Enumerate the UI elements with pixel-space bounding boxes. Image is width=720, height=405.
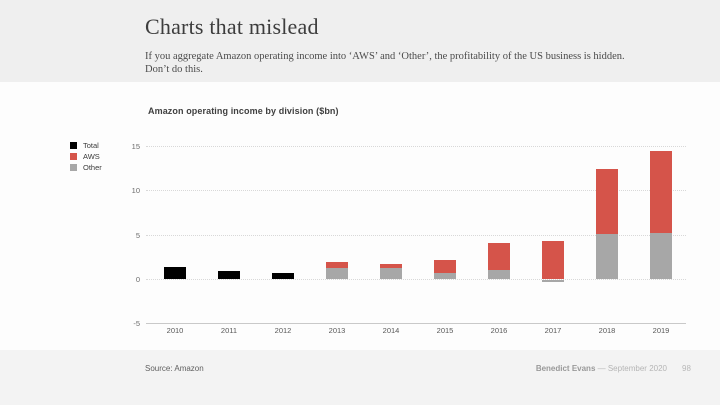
legend-label: AWS — [83, 152, 100, 161]
bar-2019-other — [650, 232, 672, 279]
chart-title: Amazon operating income by division ($bn… — [148, 106, 339, 116]
page-subtitle: If you aggregate Amazon operating income… — [145, 50, 625, 76]
subtitle-line-2: Don’t do this. — [145, 64, 203, 75]
legend-item-aws: AWS — [70, 151, 102, 162]
x-axis-label-2010: 2010 — [166, 326, 184, 335]
x-axis-label-2013: 2013 — [328, 326, 346, 335]
bar-2015-other — [434, 273, 456, 279]
legend-label: Total — [83, 141, 99, 150]
footer-date: — September 2020 — [595, 364, 667, 373]
x-axis-label-2011: 2011 — [220, 326, 238, 335]
x-axis-label-2014: 2014 — [382, 326, 400, 335]
footer-author: Benedict Evans — [535, 364, 596, 373]
bar-2018-other — [596, 234, 618, 279]
gridline-10 — [146, 190, 686, 191]
bar-2016-aws — [488, 243, 510, 270]
x-axis-line — [146, 323, 686, 324]
legend-item-other: Other — [70, 162, 102, 173]
bar-2016-other — [488, 270, 510, 279]
chart-legend: Total AWS Other — [70, 140, 102, 173]
x-axis-label-2019: 2019 — [652, 326, 670, 335]
legend-swatch-other — [70, 164, 77, 171]
page-number: 98 — [682, 364, 691, 373]
bar-2011-total — [218, 271, 240, 279]
gridline-0 — [146, 279, 686, 280]
bar-2014-aws — [380, 264, 402, 268]
x-axis-label-2012: 2012 — [274, 326, 292, 335]
y-axis-label-5: 5 — [135, 231, 140, 240]
x-axis-label-2017: 2017 — [544, 326, 562, 335]
page-title: Charts that mislead — [145, 14, 319, 39]
bar-2015-aws — [434, 260, 456, 273]
header-band — [0, 0, 720, 82]
legend-swatch-aws — [70, 153, 77, 160]
bar-2017-other — [542, 280, 564, 282]
y-axis-label-10: 10 — [131, 186, 140, 195]
gridline-5 — [146, 235, 686, 236]
gridline-15 — [146, 146, 686, 147]
x-axis-label-2015: 2015 — [436, 326, 454, 335]
source-note: Source: Amazon — [145, 364, 204, 373]
bar-2018-aws — [596, 169, 618, 234]
y-axis-label--5: -5 — [133, 319, 140, 328]
bar-2013-aws — [326, 262, 348, 268]
footer-credit: Benedict Evans — September 2020 — [536, 364, 667, 373]
y-axis-label-15: 15 — [131, 142, 140, 151]
legend-swatch-total — [70, 142, 77, 149]
legend-item-total: Total — [70, 140, 102, 151]
footer-band — [0, 350, 720, 405]
bar-2019-aws — [650, 151, 672, 233]
subtitle-line-1: If you aggregate Amazon operating income… — [145, 51, 625, 62]
x-axis-label-2018: 2018 — [598, 326, 616, 335]
bar-2010-total — [164, 267, 186, 279]
bar-2017-aws — [542, 241, 564, 279]
bar-2014-other — [380, 268, 402, 279]
bar-2013-other — [326, 268, 348, 279]
y-axis-label-0: 0 — [135, 275, 140, 284]
x-axis-label-2016: 2016 — [490, 326, 508, 335]
bar-2012-total — [272, 273, 294, 279]
legend-label: Other — [83, 163, 102, 172]
